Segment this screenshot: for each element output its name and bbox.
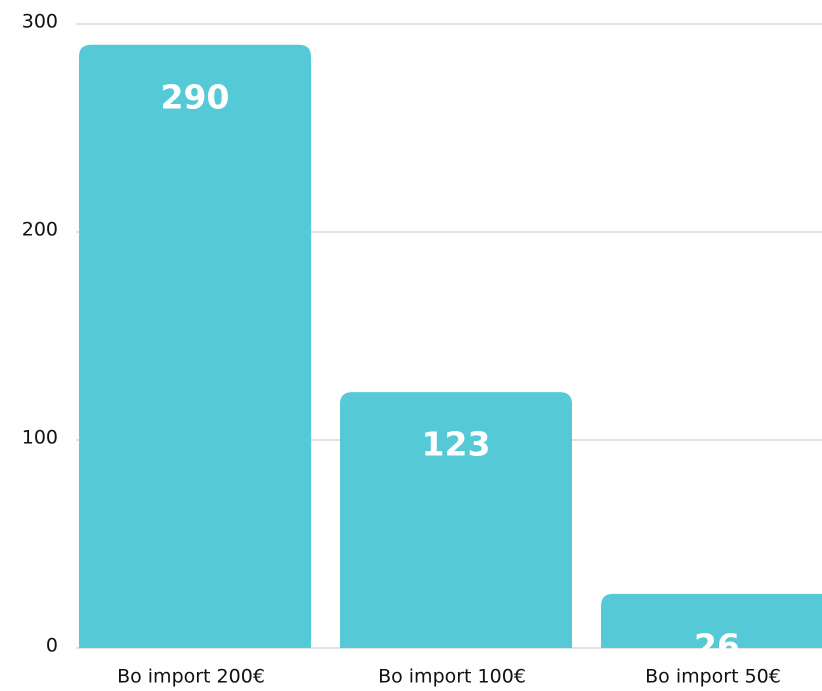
y-tick-label: 200 (22, 219, 58, 241)
x-tick-label: Bo import 100€ (378, 666, 526, 688)
y-tick-label: 0 (46, 635, 58, 657)
bar (340, 392, 572, 648)
x-tick-label: Bo import 50€ (645, 666, 781, 688)
bar (601, 593, 822, 648)
data-label: 123 (422, 425, 491, 464)
data-label: 26 (694, 626, 740, 665)
x-tick-label: Bo import 200€ (117, 666, 265, 688)
data-label: 290 (161, 77, 230, 116)
bar (79, 44, 311, 649)
y-tick-label: 100 (22, 427, 58, 449)
y-tick-label: 300 (22, 11, 58, 33)
